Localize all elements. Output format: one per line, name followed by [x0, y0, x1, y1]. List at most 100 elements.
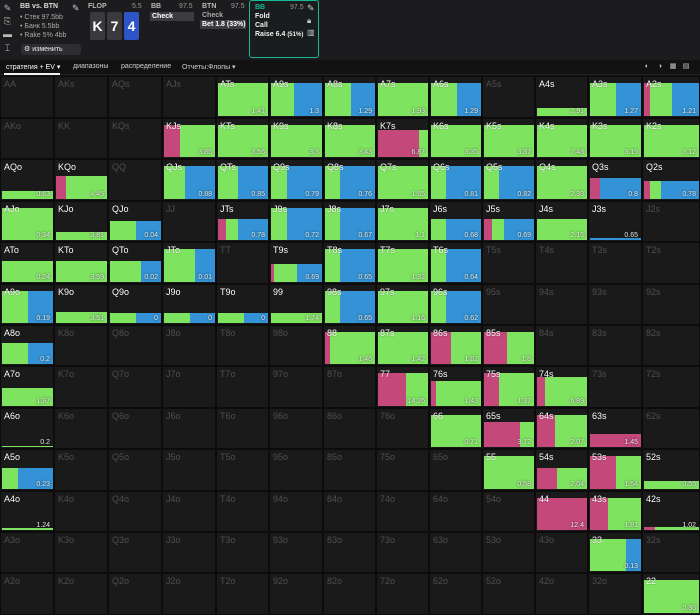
hand-cell[interactable]: ATo 0.24: [0, 242, 54, 284]
hand-cell[interactable]: A9s 1.3: [269, 76, 323, 118]
save-icon[interactable]: ▬: [3, 29, 12, 39]
hand-cell[interactable]: 43s 1.81: [588, 491, 642, 532]
hand-cell[interactable]: T7o: [216, 366, 269, 408]
btn-check-action[interactable]: Check: [202, 12, 224, 19]
hand-cell[interactable]: 63s 1.45: [588, 408, 642, 449]
hand-cell[interactable]: 75s 1.37: [482, 366, 535, 408]
hand-cell[interactable]: T4o: [216, 491, 269, 532]
hand-cell[interactable]: Q7s 1.65: [376, 159, 429, 201]
hand-cell[interactable]: 95s: [482, 284, 535, 325]
hand-cell[interactable]: 95o: [269, 449, 323, 491]
hand-cell[interactable]: 73s: [588, 366, 642, 408]
hand-cell[interactable]: 75o: [376, 449, 429, 491]
hand-cell[interactable]: 84s: [535, 325, 588, 366]
hand-cell[interactable]: KQs: [108, 118, 162, 159]
hand-cell[interactable]: A2o: [0, 573, 54, 615]
hand-cell[interactable]: 93s: [588, 284, 642, 325]
hand-cell[interactable]: Q6o: [108, 408, 162, 449]
edit-icon[interactable]: ✎: [3, 3, 12, 13]
hand-cell[interactable]: K9s 3.3: [269, 118, 323, 159]
hand-cell[interactable]: 43o: [535, 532, 588, 573]
hand-cell[interactable]: 98s 0.65: [323, 284, 376, 325]
hand-cell[interactable]: 82o: [323, 573, 376, 615]
hand-cell[interactable]: A5s: [482, 76, 535, 118]
hand-cell[interactable]: K7o: [54, 366, 108, 408]
edit-board-icon[interactable]: ✎: [72, 3, 80, 13]
hand-cell[interactable]: K2s 3.12: [642, 118, 700, 159]
flop-panel[interactable]: FLOP 5.5 K 7 4: [86, 0, 144, 58]
hand-cell[interactable]: 94o: [269, 491, 323, 532]
hand-cell[interactable]: A2s 1.21: [642, 76, 700, 118]
hand-cell[interactable]: T9s 0.69: [269, 242, 323, 284]
hand-cell[interactable]: J4s 2.16: [535, 201, 588, 242]
hand-cell[interactable]: A6s 1.29: [429, 76, 482, 118]
hand-cell[interactable]: 65s 3.72: [482, 408, 535, 449]
hand-cell[interactable]: Q2s 0.78: [642, 159, 700, 201]
hand-cell[interactable]: 72o: [376, 573, 429, 615]
hand-cell[interactable]: A7o 1.97: [0, 366, 54, 408]
hand-cell[interactable]: AQo 0.63: [0, 159, 54, 201]
hand-cell[interactable]: Q9s 0.79: [269, 159, 323, 201]
hand-cell[interactable]: 97s 1.16: [376, 284, 429, 325]
hand-cell[interactable]: J9s 0.72: [269, 201, 323, 242]
hand-cell[interactable]: A3o: [0, 532, 54, 573]
hand-cell[interactable]: A8s 1.29: [323, 76, 376, 118]
hand-cell[interactable]: 42o: [535, 573, 588, 615]
hand-cell[interactable]: T5s: [482, 242, 535, 284]
hand-cell[interactable]: A6o 0.2: [0, 408, 54, 449]
hand-cell[interactable]: 55 0.58: [482, 449, 535, 491]
hand-cell[interactable]: J2s: [642, 201, 700, 242]
hand-cell[interactable]: 54o: [482, 491, 535, 532]
hand-cell[interactable]: 73o: [376, 532, 429, 573]
hand-cell[interactable]: 93o: [269, 532, 323, 573]
hand-cell[interactable]: K8o: [54, 325, 108, 366]
hand-cell[interactable]: 86s 1.82: [429, 325, 482, 366]
hand-cell[interactable]: J4o: [162, 491, 216, 532]
hand-cell[interactable]: T6s 0.64: [429, 242, 482, 284]
btn-bet-action[interactable]: Bet 1.8 (33%): [200, 20, 246, 29]
hand-cell[interactable]: 42s 1.02: [642, 491, 700, 532]
hand-cell[interactable]: Q5s 0.82: [482, 159, 535, 201]
hand-cell[interactable]: 52s 0.55: [642, 449, 700, 491]
hand-cell[interactable]: 32o: [588, 573, 642, 615]
hand-cell[interactable]: 92o: [269, 573, 323, 615]
hand-cell[interactable]: T3o: [216, 532, 269, 573]
hand-cell[interactable]: Q4o: [108, 491, 162, 532]
hand-cell[interactable]: 33 0.13: [588, 532, 642, 573]
hand-cell[interactable]: 92s: [642, 284, 700, 325]
hand-cell[interactable]: QJs 0.88: [162, 159, 216, 201]
hand-cell[interactable]: 85s 1.8: [482, 325, 535, 366]
hand-cell[interactable]: AQs: [108, 76, 162, 118]
hand-cell[interactable]: 82s: [642, 325, 700, 366]
hand-cell[interactable]: A8o 0.2: [0, 325, 54, 366]
hand-cell[interactable]: J2o: [162, 573, 216, 615]
hand-cell[interactable]: 99 1.74: [269, 284, 323, 325]
hand-cell[interactable]: T8s 0.65: [323, 242, 376, 284]
hand-cell[interactable]: 74s 6.89: [535, 366, 588, 408]
hand-cell[interactable]: Q3o: [108, 532, 162, 573]
hand-cell[interactable]: J5s 0.69: [482, 201, 535, 242]
hand-cell[interactable]: K7s 6.87: [376, 118, 429, 159]
hand-cell[interactable]: 32s: [642, 532, 700, 573]
hand-cell[interactable]: 87s 1.42: [376, 325, 429, 366]
tab-reports[interactable]: Отчеты:Флопы ▾: [182, 63, 236, 71]
hand-cell[interactable]: QTs 0.85: [216, 159, 269, 201]
hand-cell[interactable]: 96o: [269, 408, 323, 449]
hand-cell[interactable]: J6o: [162, 408, 216, 449]
hand-cell[interactable]: QQ: [108, 159, 162, 201]
hand-cell[interactable]: 62s: [642, 408, 700, 449]
hand-cell[interactable]: J5o: [162, 449, 216, 491]
hand-cell[interactable]: 87o: [323, 366, 376, 408]
hand-cell[interactable]: 66 0.71: [429, 408, 482, 449]
view-toggle-2-icon[interactable]: ◑: [657, 63, 663, 70]
hand-cell[interactable]: JTs 0.78: [216, 201, 269, 242]
hand-cell[interactable]: Q5o: [108, 449, 162, 491]
hand-cell[interactable]: 62o: [429, 573, 482, 615]
hand-cell[interactable]: J8s 0.67: [323, 201, 376, 242]
hand-cell[interactable]: 83o: [323, 532, 376, 573]
hand-cell[interactable]: Q3s 0.8: [588, 159, 642, 201]
lock-icon[interactable]: 🔒︎: [307, 16, 312, 25]
hand-cell[interactable]: KTo 3.59: [54, 242, 108, 284]
hand-cell[interactable]: Q7o: [108, 366, 162, 408]
copy-icon[interactable]: ⎘: [3, 16, 12, 26]
